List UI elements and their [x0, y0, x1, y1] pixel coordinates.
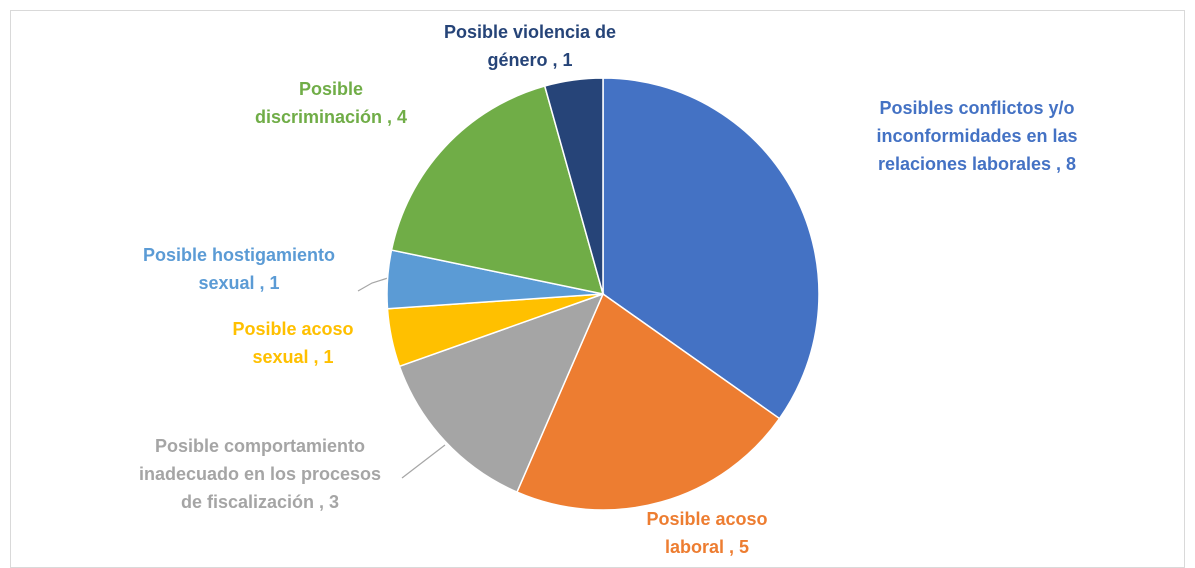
data-label-line: Posible violencia de [444, 22, 616, 42]
data-label: Posibles conflictos y/o inconformidades e… [876, 98, 1077, 174]
leader-line [401, 444, 446, 479]
data-label-line: discriminación , 4 [255, 107, 407, 127]
pie-slice [543, 77, 604, 295]
data-label-line: Posible acoso [232, 319, 353, 339]
leader-line [357, 277, 389, 292]
data-label-line: Posibles conflictos y/o [879, 98, 1074, 118]
data-label-line: sexual , 1 [252, 347, 333, 367]
pie-slice [602, 77, 820, 420]
data-label-line: inconformidades en las [876, 126, 1077, 146]
data-label: Posible hostigamiento sexual , 1 [143, 245, 335, 293]
pie-slice [390, 85, 605, 295]
data-label: Posible violencia de género , 1 [444, 22, 616, 70]
data-label-line: Posible comportamiento [155, 436, 365, 456]
data-label-line: relaciones laborales , 8 [878, 154, 1076, 174]
data-label-line: inadecuado en los procesos [139, 464, 381, 484]
data-label-line: de fiscalización , 3 [181, 492, 339, 512]
data-label: Posible comportamiento inadecuado en los … [139, 436, 381, 512]
data-label: Posible acoso laboral , 5 [646, 509, 767, 557]
data-label: Posible acoso sexual , 1 [232, 319, 353, 367]
data-label-line: género , 1 [487, 50, 572, 70]
data-label-line: Posible [299, 79, 363, 99]
data-label-line: Posible hostigamiento [143, 245, 335, 265]
pie-slice [515, 292, 781, 511]
data-label-line: laboral , 5 [665, 537, 749, 557]
data-label-line: sexual , 1 [198, 273, 279, 293]
data-label: Posible discriminación , 4 [255, 79, 407, 127]
pie-slice [398, 292, 605, 494]
data-label-line: Posible acoso [646, 509, 767, 529]
